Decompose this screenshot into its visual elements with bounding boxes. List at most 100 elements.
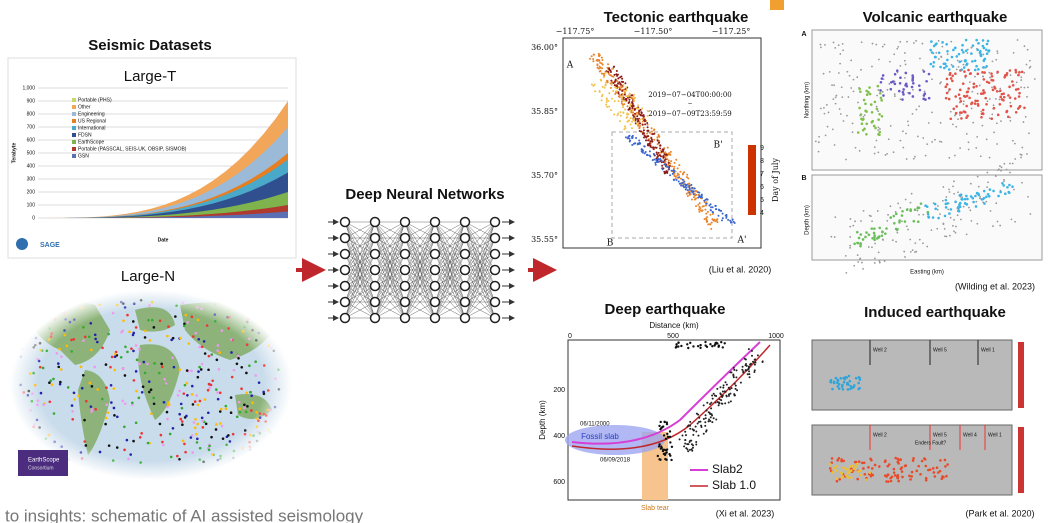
event-dot	[939, 66, 942, 69]
event-dot	[632, 109, 634, 111]
event-dot	[944, 465, 947, 468]
event-dot	[625, 89, 627, 91]
event-dot	[631, 105, 633, 107]
event-dot	[634, 115, 636, 117]
event-dot	[887, 473, 890, 476]
event-dot	[985, 195, 988, 198]
event-dot	[823, 107, 825, 109]
event-dot	[888, 83, 890, 85]
event-dot	[705, 213, 707, 215]
event-dot	[850, 218, 852, 220]
event-dot	[704, 209, 706, 211]
event-dot	[999, 103, 1002, 106]
event-dot	[989, 188, 992, 191]
event-dot	[946, 78, 949, 81]
event-dot	[1029, 67, 1031, 69]
event-dot	[643, 136, 645, 138]
event-dot	[995, 202, 997, 204]
event-dot	[870, 459, 873, 462]
event-dot	[859, 90, 862, 93]
event-dot	[1020, 76, 1022, 78]
event-dot	[868, 86, 871, 89]
event-dot	[616, 80, 618, 82]
event-dot	[896, 232, 898, 234]
event-dot	[626, 121, 628, 123]
event-dot	[975, 65, 978, 68]
event-dot	[841, 96, 843, 98]
event-dot	[1009, 163, 1011, 165]
event-dot	[653, 133, 655, 135]
event-dot	[1018, 92, 1021, 95]
event-dot	[677, 167, 679, 169]
event-dot	[669, 430, 671, 432]
label: Slab tear	[641, 505, 670, 512]
event-dot	[958, 210, 961, 213]
neuron	[341, 250, 350, 259]
label: 35.55°	[531, 235, 558, 244]
event-dot	[715, 208, 717, 210]
event-dot	[601, 99, 603, 101]
event-dot	[636, 107, 638, 109]
event-dot	[905, 64, 907, 66]
event-dot	[644, 119, 646, 121]
event-dot	[744, 358, 746, 360]
event-dot	[689, 425, 691, 427]
neuron	[491, 314, 500, 323]
event-dot	[1028, 132, 1030, 134]
event-dot	[707, 211, 709, 213]
event-dot	[853, 242, 856, 245]
legend-item: GSN	[78, 153, 89, 159]
event-dot	[651, 141, 653, 143]
event-dot	[906, 158, 908, 160]
event-dot	[940, 56, 942, 58]
event-dot	[640, 114, 642, 116]
event-dot	[951, 56, 954, 59]
event-dot	[689, 194, 691, 196]
event-dot	[944, 228, 946, 230]
event-dot	[629, 105, 631, 107]
event-dot	[976, 136, 978, 138]
event-dot	[701, 197, 703, 199]
event-dot	[748, 366, 750, 368]
event-dot	[975, 39, 978, 42]
event-dot	[945, 199, 948, 202]
event-dot	[746, 365, 748, 367]
event-dot	[865, 478, 868, 481]
event-dot	[645, 151, 647, 153]
event-dot	[882, 74, 885, 77]
event-dot	[679, 438, 681, 440]
event-dot	[990, 72, 993, 75]
event-dot	[706, 429, 708, 431]
legend-item: Engineering	[78, 111, 105, 117]
event-dot	[931, 229, 933, 231]
event-dot	[898, 90, 901, 93]
event-dot	[658, 458, 660, 460]
event-dot	[1015, 71, 1018, 74]
event-dot	[720, 393, 722, 395]
event-dot	[859, 233, 862, 236]
event-dot	[967, 52, 969, 54]
event-dot	[724, 402, 726, 404]
event-dot	[871, 467, 874, 470]
event-dot	[877, 236, 880, 239]
neuron	[431, 298, 440, 307]
event-dot	[708, 420, 710, 422]
event-dot	[826, 104, 828, 106]
event-dot	[1015, 111, 1018, 114]
event-dot	[748, 348, 750, 350]
event-dot	[686, 174, 688, 176]
event-dot	[649, 132, 651, 134]
event-dot	[993, 107, 996, 110]
event-dot	[721, 219, 723, 221]
event-dot	[687, 425, 689, 427]
event-dot	[952, 49, 955, 52]
event-dot	[710, 416, 712, 418]
event-dot	[858, 387, 861, 390]
event-dot	[749, 364, 751, 366]
event-dot	[950, 217, 952, 219]
event-dot	[963, 110, 966, 113]
event-dot	[980, 155, 982, 157]
event-dot	[901, 220, 903, 222]
event-dot	[906, 225, 908, 227]
event-dot	[958, 66, 960, 68]
